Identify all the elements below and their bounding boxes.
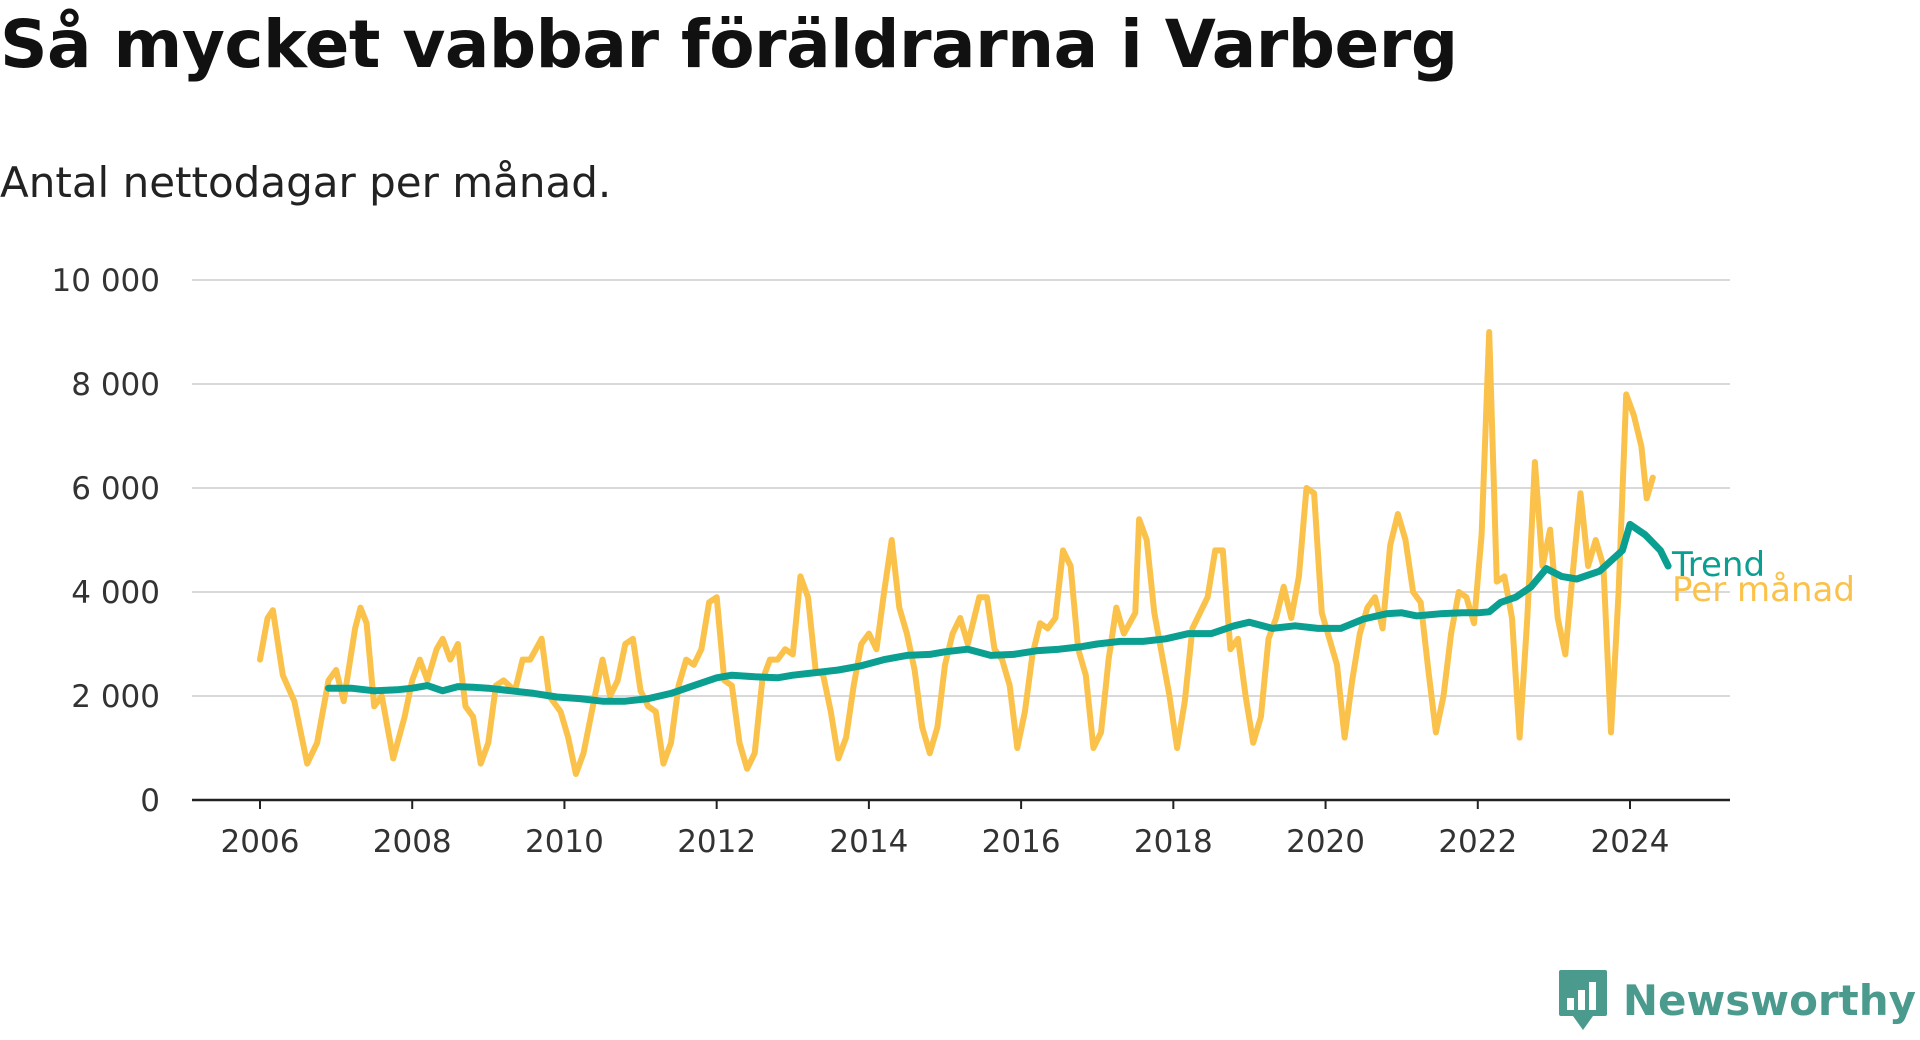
x-tick-label: 2020 [1286, 824, 1365, 860]
chart-subtitle: Antal nettodagar per månad. [0, 158, 612, 207]
line-chart: 0 2 000 4 000 6 000 8 000 10 000 2006 2008 2010 2… [52, 263, 1855, 860]
y-tick-label: 2 000 [71, 679, 160, 715]
x-tick-label: 2018 [1134, 824, 1213, 860]
series-line-trend [325, 520, 1672, 705]
x-tick-label: 2016 [982, 824, 1061, 860]
brand-name: Newsworthy [1622, 975, 1916, 1025]
x-tick-label: 2012 [677, 824, 756, 860]
x-tick-label: 2014 [829, 824, 908, 860]
chart-title: Så mycket vabbar föräldrarna i Varberg [0, 6, 1458, 83]
y-tick-label: 0 [140, 783, 160, 819]
brand: Newsworthy [1557, 960, 1916, 1040]
series-label-trend: Trend [1671, 545, 1765, 585]
x-tick-label: 2008 [373, 824, 452, 860]
y-tick-label: 4 000 [71, 575, 160, 611]
x-tick-label: 2024 [1591, 824, 1670, 860]
series-label-per-manad: Per månad [1672, 570, 1855, 610]
y-tick-label: 8 000 [71, 367, 160, 403]
y-tick-label: 10 000 [52, 263, 160, 299]
series-line-per-manad [257, 329, 1656, 777]
y-tick-label: 6 000 [71, 471, 160, 507]
x-tick-label: 2006 [221, 824, 300, 860]
x-tick-label: 2022 [1438, 824, 1517, 860]
newsworthy-chart-bubble-icon [1558, 970, 1607, 1030]
x-tick-label: 2010 [525, 824, 604, 860]
